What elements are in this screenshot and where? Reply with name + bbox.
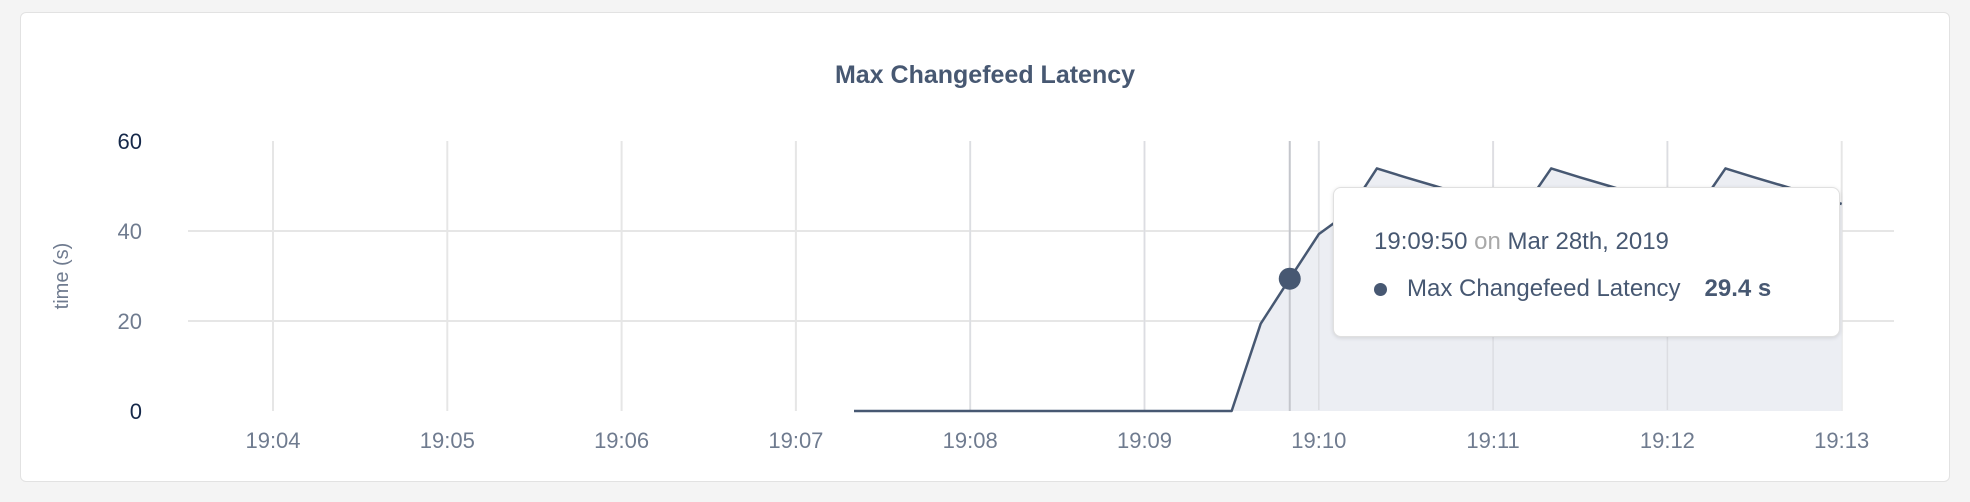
x-tick-label: 19:11 bbox=[1466, 428, 1519, 453]
y-axis-label: time (s) bbox=[51, 243, 73, 310]
tooltip-date: Mar 28th, 2019 bbox=[1507, 228, 1669, 255]
hover-point bbox=[1278, 267, 1301, 290]
tooltip-time: 19:09:50 bbox=[1374, 228, 1468, 255]
x-tick-label: 19:10 bbox=[1291, 428, 1346, 453]
tooltip-series-row: Max Changefeed Latency 29.4 s bbox=[1374, 275, 1771, 303]
tooltip-series-name: Max Changefeed Latency bbox=[1407, 275, 1681, 302]
x-tick-label: 19:04 bbox=[245, 428, 300, 453]
series-dot-icon bbox=[1374, 282, 1387, 296]
tooltip-on: on bbox=[1474, 228, 1501, 255]
y-tick-label: 20 bbox=[118, 309, 142, 334]
x-tick-label: 19:09 bbox=[1117, 428, 1172, 453]
tooltip-value: 29.4 s bbox=[1704, 275, 1772, 302]
x-tick-label: 19:05 bbox=[420, 428, 475, 453]
x-tick-label: 19:07 bbox=[768, 428, 823, 453]
x-tick-label: 19:06 bbox=[594, 428, 649, 453]
y-tick-label: 60 bbox=[118, 129, 142, 154]
x-tick-label: 19:08 bbox=[943, 428, 998, 453]
x-tick-label: 19:13 bbox=[1814, 428, 1869, 453]
chart-tooltip: 19:09:50 on Mar 28th, 2019 Max Changefee… bbox=[1333, 187, 1840, 337]
y-tick-label: 40 bbox=[118, 219, 142, 244]
y-tick-label: 0 bbox=[130, 399, 142, 424]
chart-title: Max Changefeed Latency bbox=[834, 61, 1136, 89]
x-tick-label: 19:12 bbox=[1640, 428, 1695, 453]
